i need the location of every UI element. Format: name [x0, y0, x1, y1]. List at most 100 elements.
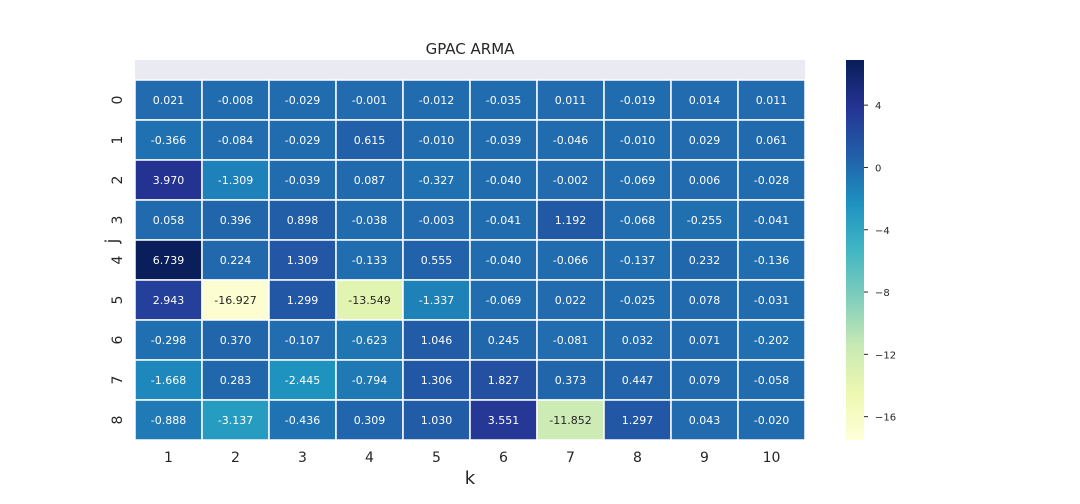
- cell-value-label: -0.041: [754, 214, 789, 227]
- heatmap-cell: [402, 359, 471, 401]
- cell-value-label: 0.555: [421, 254, 453, 267]
- x-tick-label: 1: [164, 450, 173, 466]
- y-tick-label: 6: [110, 335, 126, 344]
- heatmap-cell: [536, 319, 605, 361]
- cell-value-label: -0.058: [754, 374, 789, 387]
- cell-value-label: 0.373: [555, 374, 587, 387]
- cell-value-label: -0.029: [285, 134, 320, 147]
- cell-value-label: -0.040: [486, 174, 521, 187]
- heatmap-cell: [737, 319, 806, 361]
- plot-background-strip: [135, 60, 805, 80]
- cell-value-label: 1.297: [622, 414, 654, 427]
- y-tick-label: 0: [110, 96, 126, 105]
- cell-value-label: 0.245: [488, 334, 520, 347]
- x-tick-label: 9: [700, 450, 709, 466]
- colorbar-tick-label: −4: [875, 226, 890, 237]
- y-tick-label: 1: [110, 136, 126, 145]
- heatmap-cell: [737, 239, 806, 281]
- heatmap-cell: [469, 399, 538, 441]
- cell-value-label: 0.232: [689, 254, 721, 267]
- cell-value-label: -0.327: [419, 174, 454, 187]
- y-tick-label: 7: [110, 376, 126, 385]
- heatmap-cell: [536, 199, 605, 241]
- x-tick-label: 4: [365, 450, 374, 466]
- heatmap-cell: [201, 399, 270, 441]
- cell-value-label: -0.084: [218, 134, 253, 147]
- cell-value-label: -0.298: [151, 334, 186, 347]
- cell-value-label: 1.827: [488, 374, 520, 387]
- cell-value-label: 0.396: [220, 214, 252, 227]
- y-tick-label: 3: [110, 216, 126, 225]
- y-axis-ticks: 0 1 2 3 4 5 6 7 8: [110, 96, 126, 425]
- cell-value-label: -0.039: [285, 174, 320, 187]
- heatmap-cell: [603, 319, 672, 361]
- cell-value-label: -0.041: [486, 214, 521, 227]
- cell-value-label: 0.087: [354, 174, 386, 187]
- cell-value-label: 0.022: [555, 294, 587, 307]
- cell-value-label: 1.299: [287, 294, 319, 307]
- x-axis-ticks: 1 2 3 4 5 6 7 8 9 10: [164, 450, 780, 466]
- cell-value-label: 0.615: [354, 134, 386, 147]
- cell-value-label: 2.943: [153, 294, 185, 307]
- heatmap-cell: [335, 319, 404, 361]
- heatmap-cell: [134, 279, 203, 321]
- cell-value-label: -1.309: [218, 174, 253, 187]
- heatmap-cell: [469, 119, 538, 161]
- cell-value-label: -0.888: [151, 414, 186, 427]
- heatmap-cell: [670, 239, 739, 281]
- cell-value-label: -0.068: [620, 214, 655, 227]
- heatmap-cell: [134, 159, 203, 201]
- heatmap-cell: [268, 279, 337, 321]
- heatmap-cell: [201, 239, 270, 281]
- cell-value-label: 0.011: [756, 94, 788, 107]
- cell-value-label: 0.029: [689, 134, 721, 147]
- heatmap-cell: [536, 159, 605, 201]
- heatmap-cell: [737, 119, 806, 161]
- heatmap-cell: [335, 359, 404, 401]
- cell-value-label: -0.002: [553, 174, 588, 187]
- cell-value-label: 0.078: [689, 294, 721, 307]
- heatmap-cell: [469, 79, 538, 121]
- heatmap-cell: [134, 399, 203, 441]
- cell-value-label: 0.021: [153, 94, 185, 107]
- heatmap-cell: [670, 319, 739, 361]
- cell-value-label: -0.003: [419, 214, 454, 227]
- cell-value-label: 0.011: [555, 94, 587, 107]
- cell-value-label: -0.020: [754, 414, 789, 427]
- y-axis-label: j: [102, 238, 123, 244]
- heatmap-cell: [402, 239, 471, 281]
- cell-value-label: -0.436: [285, 414, 320, 427]
- heatmap-cell: [670, 359, 739, 401]
- cell-value-label: -0.069: [486, 294, 521, 307]
- cell-value-label: -0.010: [620, 134, 655, 147]
- x-tick-label: 8: [633, 450, 642, 466]
- cell-value-label: -0.137: [620, 254, 655, 267]
- heatmap-cell: [469, 199, 538, 241]
- heatmap-cell: [469, 239, 538, 281]
- y-tick-label: 2: [110, 176, 126, 185]
- cell-value-label: 0.006: [689, 174, 721, 187]
- cell-value-label: -0.039: [486, 134, 521, 147]
- cell-value-label: -0.010: [419, 134, 454, 147]
- cell-value-label: 0.309: [354, 414, 386, 427]
- cell-value-label: 3.551: [488, 414, 520, 427]
- cell-value-label: -13.549: [348, 294, 390, 307]
- cell-value-label: -2.445: [285, 374, 320, 387]
- cell-value-label: -0.081: [553, 334, 588, 347]
- heatmap-cell: [268, 159, 337, 201]
- cell-value-label: -1.668: [151, 374, 186, 387]
- cell-value-label: -0.031: [754, 294, 789, 307]
- cell-value-label: 0.032: [622, 334, 654, 347]
- heatmap-cell: [670, 119, 739, 161]
- cell-value-label: 0.898: [287, 214, 319, 227]
- cell-value-label: -1.337: [419, 294, 454, 307]
- cell-value-label: -3.137: [218, 414, 253, 427]
- heatmap-cell: [469, 279, 538, 321]
- heatmap-cell: [268, 359, 337, 401]
- cell-value-label: -0.107: [285, 334, 320, 347]
- heatmap-cell: [201, 159, 270, 201]
- cell-value-label: -0.623: [352, 334, 387, 347]
- cell-value-label: 0.283: [220, 374, 252, 387]
- cell-value-label: -11.852: [549, 414, 591, 427]
